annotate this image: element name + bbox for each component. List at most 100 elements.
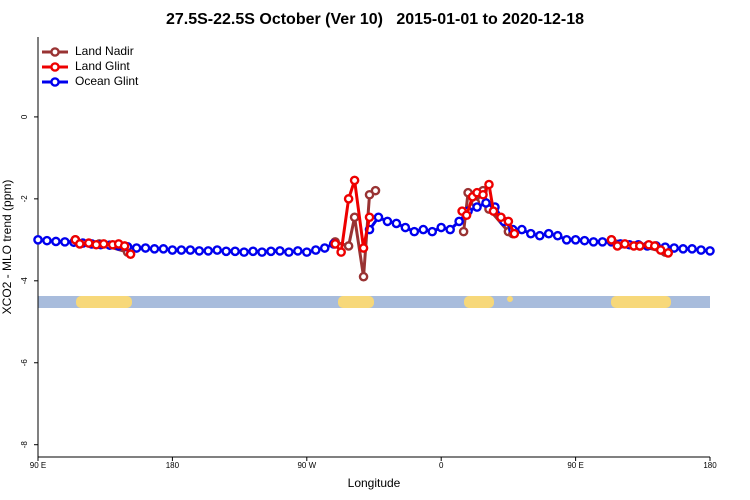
data-point [663, 248, 673, 258]
data-point [293, 246, 303, 256]
data-point [678, 244, 688, 254]
data-point [382, 216, 393, 227]
legend-label: Land Nadir [75, 44, 134, 58]
land-patch [464, 296, 494, 308]
data-point [51, 236, 61, 247]
data-point [310, 245, 321, 255]
data-point [349, 212, 360, 223]
data-point [481, 198, 491, 208]
data-point [484, 179, 494, 190]
y-tick-label: -4 [20, 277, 29, 285]
data-point [212, 245, 222, 255]
data-point [517, 224, 527, 235]
data-point [349, 175, 360, 186]
data-point [239, 247, 249, 257]
data-point [445, 224, 455, 235]
x-tick-label: 90 E [30, 461, 46, 470]
data-point [488, 206, 499, 216]
data-point [60, 237, 70, 247]
data-point [301, 247, 312, 257]
data-point [606, 235, 617, 245]
legend-marker [50, 47, 60, 57]
y-tick-label: 0 [20, 114, 29, 119]
data-point [696, 245, 706, 255]
data-point [503, 216, 514, 227]
data-point [83, 238, 94, 248]
x-tick-label: 180 [166, 461, 180, 470]
data-point [125, 249, 136, 259]
x-tick-label: 90 E [567, 461, 583, 470]
x-tick-label: 0 [439, 461, 444, 470]
data-point [454, 216, 464, 227]
data-point [343, 194, 354, 204]
data-point [427, 226, 438, 237]
data-point [461, 210, 472, 221]
data-point [561, 235, 572, 245]
land-patch [611, 296, 671, 308]
legend-marker [50, 62, 60, 72]
series [33, 198, 715, 257]
y-axis-label: XCO2 - MLO trend (ppm) [0, 180, 14, 315]
data-point [257, 247, 267, 257]
data-point [534, 230, 545, 241]
chart-title: 27.5S-22.5S October (Ver 10) 2015-01-01 … [166, 11, 584, 28]
data-point [409, 226, 420, 237]
data-point [509, 228, 520, 239]
data-point [669, 243, 679, 253]
y-tick-label: -8 [20, 441, 29, 449]
data-point [458, 226, 469, 237]
data-point [266, 246, 276, 257]
data-point [655, 245, 666, 255]
data-point [149, 244, 160, 254]
data-point [230, 246, 240, 257]
data-point [612, 241, 623, 251]
data-point [496, 212, 506, 223]
land-mask [38, 296, 710, 308]
y-tick-label: -2 [20, 195, 29, 203]
data-point [330, 239, 340, 249]
data-point [635, 241, 645, 251]
data-point [275, 246, 285, 256]
data-point [343, 241, 354, 251]
data-point [98, 239, 109, 249]
data-point [687, 244, 697, 254]
data-point [620, 239, 630, 249]
data-point [42, 235, 52, 246]
data-point [203, 246, 214, 256]
data-point [588, 237, 599, 247]
data-point [472, 202, 482, 212]
data-point [33, 235, 43, 245]
data-point [358, 243, 369, 253]
data-point [436, 222, 447, 233]
land-patch [507, 296, 513, 302]
data-point [194, 246, 205, 256]
data-point [221, 246, 231, 257]
land-patch [338, 296, 374, 308]
data-point [543, 228, 554, 239]
data-point [176, 245, 187, 255]
data-point [167, 245, 178, 255]
legend-label: Land Glint [75, 59, 130, 73]
data-point [370, 185, 381, 196]
data-point [75, 239, 85, 249]
data-point [119, 241, 130, 251]
data-point [158, 244, 169, 254]
series [70, 175, 673, 259]
data-point [552, 230, 563, 241]
legend-marker [50, 77, 60, 87]
legend-label: Ocean Glint [75, 74, 139, 88]
data-point [570, 235, 581, 245]
x-tick-label: 90 W [297, 461, 316, 470]
data-point [579, 235, 590, 246]
data-point [418, 224, 429, 235]
data-point [705, 246, 715, 256]
y-tick-label: -6 [20, 359, 29, 367]
data-point [131, 243, 142, 253]
data-point [336, 247, 346, 257]
data-point [364, 212, 375, 223]
data-point [373, 212, 384, 223]
x-axis-label: Longitude [348, 476, 401, 490]
data-point [400, 222, 411, 233]
data-point [358, 271, 369, 282]
